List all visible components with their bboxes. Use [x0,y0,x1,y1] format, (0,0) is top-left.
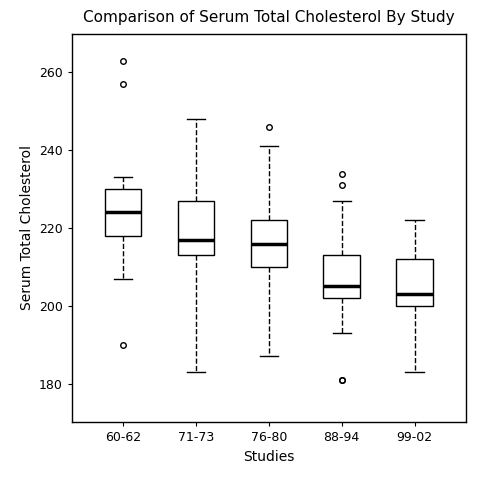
PathPatch shape [396,259,433,306]
Y-axis label: Serum Total Cholesterol: Serum Total Cholesterol [20,145,34,311]
Title: Comparison of Serum Total Cholesterol By Study: Comparison of Serum Total Cholesterol By… [83,11,455,25]
PathPatch shape [251,220,287,267]
PathPatch shape [105,189,141,236]
X-axis label: Studies: Studies [243,450,295,464]
PathPatch shape [178,201,214,255]
PathPatch shape [324,255,360,298]
